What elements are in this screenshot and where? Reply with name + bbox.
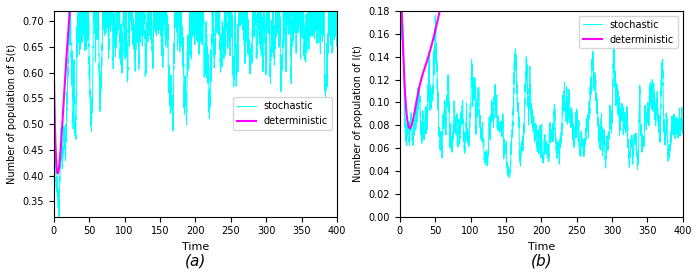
stochastic bbox=[565, 121, 574, 124]
stochastic bbox=[610, 69, 618, 72]
stochastic bbox=[264, 29, 272, 33]
stochastic bbox=[333, 37, 341, 40]
deterministic bbox=[50, 71, 58, 74]
Line: stochastic: stochastic bbox=[400, 0, 683, 178]
X-axis label: Time: Time bbox=[182, 242, 209, 252]
stochastic bbox=[396, 9, 404, 13]
stochastic bbox=[65, 9, 73, 13]
stochastic bbox=[219, 26, 228, 29]
stochastic bbox=[224, 9, 233, 13]
stochastic bbox=[55, 215, 63, 218]
stochastic bbox=[640, 142, 648, 145]
stochastic bbox=[630, 137, 638, 140]
stochastic bbox=[679, 124, 687, 127]
Line: stochastic: stochastic bbox=[54, 11, 337, 217]
Legend: stochastic, deterministic: stochastic, deterministic bbox=[233, 98, 332, 130]
stochastic bbox=[482, 154, 491, 158]
Text: (b): (b) bbox=[531, 254, 552, 269]
X-axis label: Time: Time bbox=[528, 242, 555, 252]
Y-axis label: Number of population of I(t): Number of population of I(t) bbox=[353, 45, 363, 182]
deterministic bbox=[405, 127, 414, 130]
stochastic bbox=[284, 18, 292, 21]
deterministic bbox=[396, 9, 404, 13]
Y-axis label: Number of population of S(t): Number of population of S(t) bbox=[7, 44, 17, 184]
Line: deterministic: deterministic bbox=[400, 0, 683, 128]
stochastic bbox=[50, 71, 58, 74]
stochastic bbox=[294, 31, 302, 35]
Text: (a): (a) bbox=[185, 254, 206, 269]
stochastic bbox=[505, 176, 513, 179]
Line: deterministic: deterministic bbox=[54, 0, 337, 173]
Legend: stochastic, deterministic: stochastic, deterministic bbox=[579, 16, 678, 48]
stochastic bbox=[570, 140, 579, 144]
stochastic bbox=[137, 17, 145, 20]
deterministic bbox=[54, 172, 62, 175]
